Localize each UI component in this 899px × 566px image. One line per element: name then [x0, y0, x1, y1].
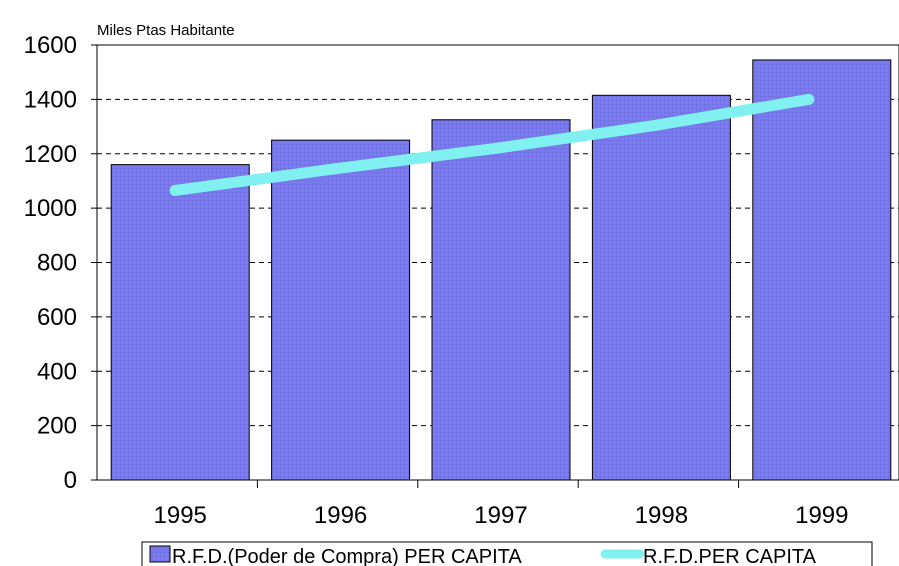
y-tick-label: 800: [37, 250, 77, 277]
x-tick-label: 1996: [314, 502, 367, 529]
x-tick-label: 1995: [154, 502, 207, 529]
line-point-1998: [650, 119, 662, 131]
line-point-1997: [490, 142, 502, 154]
legend: R.F.D.(Poder de Compra) PER CAPITA R.F.D…: [141, 541, 873, 566]
x-tick-label: 1999: [795, 502, 848, 529]
y-tick-label: 1000: [24, 195, 77, 222]
x-tick-label: 1998: [635, 502, 688, 529]
bar-1999: [752, 59, 892, 481]
y-axis-ticks: 0 200 400 600 800 1000 1200 1400 1600: [24, 32, 97, 494]
y-tick-label: 1200: [24, 141, 77, 168]
bar-1996: [271, 139, 411, 481]
legend-box: [141, 541, 873, 566]
line-point-1996: [330, 163, 342, 175]
legend-swatch-bar: [149, 545, 171, 563]
y-tick-label: 0: [64, 467, 77, 494]
y-axis-title: Miles Ptas Habitante: [97, 22, 235, 39]
bar-1997: [431, 119, 571, 481]
y-tick-label: 1400: [24, 86, 77, 113]
legend-label-line: R.F.D.PER CAPITA: [643, 546, 817, 566]
bar-1995: [110, 164, 250, 481]
bar-1998: [591, 94, 731, 481]
line-point-1999: [803, 93, 815, 105]
y-tick-label: 600: [37, 304, 77, 331]
trend-line: [169, 93, 815, 196]
x-axis-ticks: 1995 1996 1997 1998 1999: [97, 479, 899, 529]
x-tick-label: 1997: [474, 502, 527, 529]
legend-label-bar: R.F.D.(Poder de Compra) PER CAPITA: [172, 546, 522, 566]
y-tick-label: 200: [37, 413, 77, 440]
y-tick-label: 400: [37, 358, 77, 385]
bars: [110, 59, 892, 481]
y-tick-label: 1600: [24, 32, 77, 59]
line-point-1995: [169, 184, 181, 196]
